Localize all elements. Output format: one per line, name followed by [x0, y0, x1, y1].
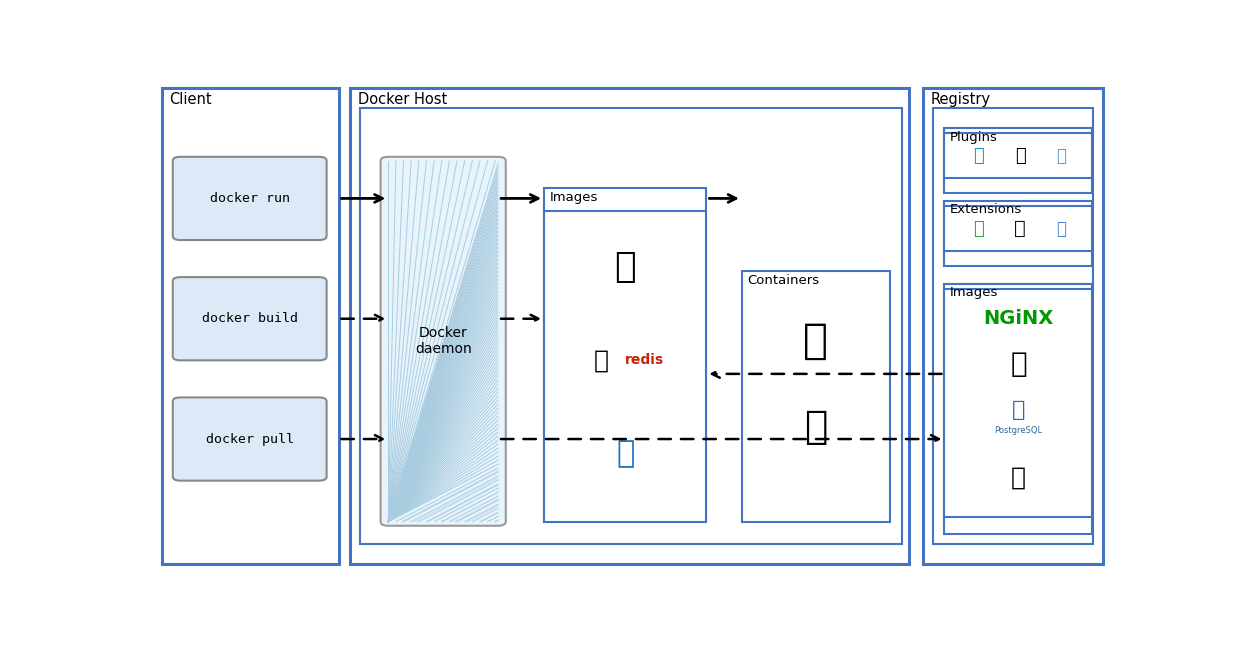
Text: Extensions: Extensions	[951, 203, 1022, 216]
Bar	[944, 128, 1092, 193]
Text: ⬛: ⬛	[1015, 219, 1026, 238]
Bar	[944, 133, 1092, 178]
Text: Containers: Containers	[747, 273, 820, 286]
Bar	[350, 88, 909, 564]
Bar	[544, 211, 707, 521]
Text: docker build: docker build	[202, 312, 297, 326]
Text: Docker Host: Docker Host	[358, 92, 446, 107]
Text: Client: Client	[169, 92, 212, 107]
Bar	[944, 206, 1092, 251]
FancyBboxPatch shape	[173, 397, 327, 480]
Text: 🐘: 🐘	[1012, 400, 1025, 419]
Text: 🐋: 🐋	[973, 147, 984, 165]
Text: docker run: docker run	[210, 192, 290, 205]
Text: 🔴: 🔴	[1010, 350, 1027, 378]
Text: Docker
daemon: Docker daemon	[414, 326, 471, 356]
Bar	[544, 188, 707, 521]
FancyBboxPatch shape	[173, 157, 327, 240]
Text: 🐍: 🐍	[614, 250, 636, 284]
Text: ⛰: ⛰	[616, 439, 634, 468]
FancyBboxPatch shape	[381, 157, 506, 526]
Text: redis: redis	[625, 353, 663, 367]
Text: 📦: 📦	[1011, 466, 1026, 490]
Text: 🔷: 🔷	[1057, 147, 1067, 165]
Text: Registry: Registry	[931, 92, 991, 107]
Bar	[944, 201, 1092, 266]
Text: Plugins: Plugins	[951, 131, 997, 144]
Text: 🟥: 🟥	[594, 348, 609, 372]
FancyBboxPatch shape	[173, 277, 327, 361]
Text: 🐸: 🐸	[973, 219, 984, 238]
Text: Images: Images	[951, 286, 999, 299]
Text: PostgreSQL: PostgreSQL	[994, 426, 1043, 435]
Text: 🔴: 🔴	[1015, 147, 1026, 165]
Text: docker pull: docker pull	[206, 432, 293, 445]
Text: 🟦: 🟦	[804, 320, 829, 363]
Text: 🖥: 🖥	[1057, 219, 1067, 238]
Text: Images: Images	[550, 191, 598, 204]
Bar	[933, 108, 1094, 544]
Bar	[742, 271, 890, 521]
Bar	[162, 88, 339, 564]
Text: 🟦: 🟦	[804, 408, 827, 445]
Text: NGiNX: NGiNX	[984, 309, 1053, 328]
Bar	[944, 288, 1092, 517]
Bar	[924, 88, 1104, 564]
Bar	[944, 284, 1092, 534]
Bar	[360, 108, 903, 544]
